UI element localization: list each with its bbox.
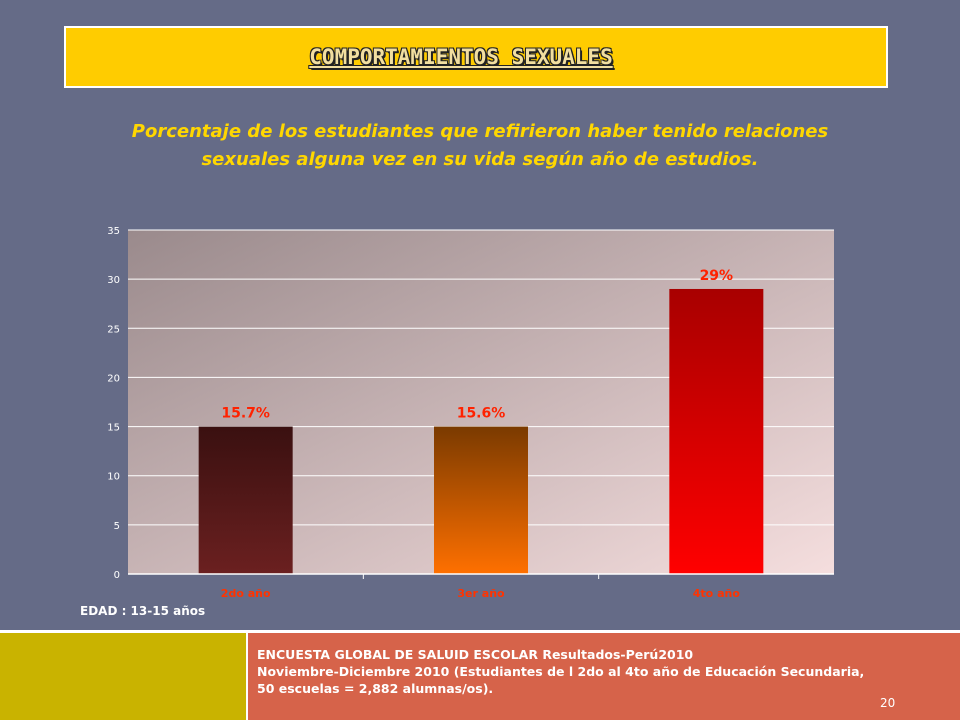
title-banner: COMPORTAMIENTOS SEXUALES [64,26,888,88]
subtitle-line-2: sexuales alguna vez en su vida según año… [201,149,759,170]
y-tick-label: 25 [107,324,120,335]
y-tick-label: 5 [114,521,120,532]
bar-1 [198,426,293,574]
footer-line-2: Noviembre-Diciembre 2010 (Estudiantes de… [257,664,865,679]
page-number: 20 [880,696,896,710]
footer-separator [246,633,248,720]
category-label-2: 3er año [457,587,505,600]
y-tick-label: 20 [107,373,120,384]
category-label-3: 4to año [693,587,741,600]
data-label-2: 15.6% [457,406,506,422]
footer-divider [0,630,960,633]
footer-line-3: 50 escuelas = 2,882 alumnas/os). [257,681,494,696]
footer-source: ENCUESTA GLOBAL DE SALUID ESCOLAR Result… [257,646,917,697]
y-tick-label: 10 [107,472,120,483]
subtitle-line-1: Porcentaje de los estudiantes que refiri… [131,121,829,142]
chart-subtitle: Porcentaje de los estudiantes que refiri… [40,118,920,174]
category-label-1: 2do año [221,587,271,600]
bar-3 [669,288,764,574]
data-label-1: 15.7% [221,406,270,422]
bar-2 [434,426,528,574]
age-range-note: EDAD : 13-15 años [80,604,206,618]
footer-left-panel [0,633,246,720]
y-tick-label: 0 [114,570,120,581]
y-tick-label: 35 [107,226,120,237]
footer-line-1: ENCUESTA GLOBAL DE SALUID ESCOLAR Result… [257,647,694,662]
data-label-3: 29% [700,268,734,284]
slide-title: COMPORTAMIENTOS SEXUALES [309,45,613,69]
y-tick-label: 15 [107,423,120,434]
footer-right-panel [248,633,960,720]
y-tick-label: 30 [107,275,120,286]
